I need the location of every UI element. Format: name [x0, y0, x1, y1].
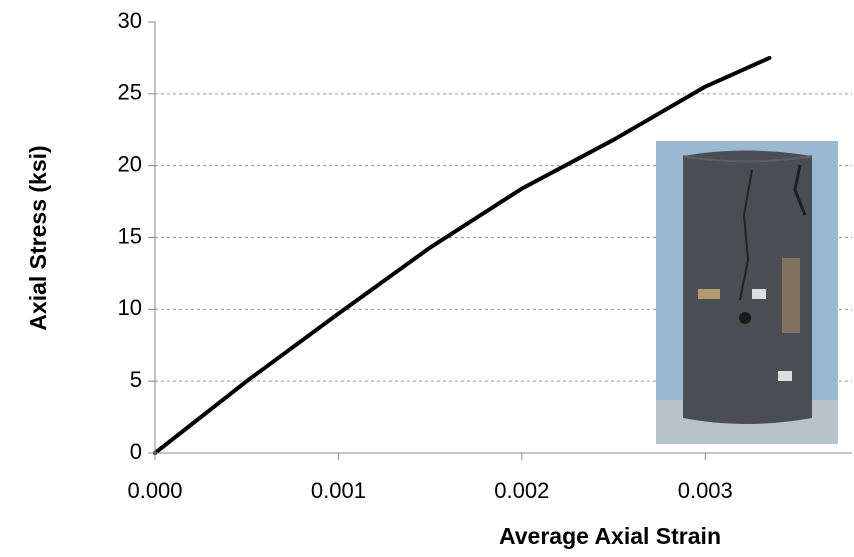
x-tick-label: 0.002 — [494, 478, 549, 503]
y-axis-title: Axial Stress (ksi) — [25, 145, 51, 330]
x-tick-label: 0.003 — [678, 478, 733, 503]
x-tick-label: 0.000 — [127, 478, 182, 503]
y-tick-label: 30 — [118, 8, 142, 33]
inset-photo — [656, 141, 838, 444]
y-tick-label: 20 — [118, 151, 142, 176]
x-axis-title: Average Axial Strain — [499, 523, 721, 549]
y-tick-label: 5 — [130, 367, 142, 392]
y-tick-label: 0 — [130, 439, 142, 464]
y-tick-label: 15 — [118, 223, 142, 248]
y-tick-label: 25 — [118, 80, 142, 105]
y-tick-label: 10 — [118, 295, 142, 320]
x-tick-label: 0.001 — [311, 478, 366, 503]
chart: Axial Stress (ksi) Average Axial Strain … — [0, 0, 854, 557]
